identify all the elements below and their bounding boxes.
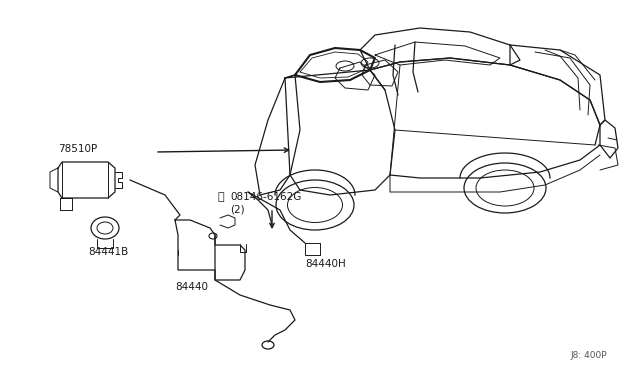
Text: (2): (2) [230,204,244,214]
Text: J8: 400P: J8: 400P [570,351,607,360]
Text: 84441B: 84441B [88,247,128,257]
Text: 08146-6162G: 08146-6162G [230,192,301,202]
Text: 78510P: 78510P [58,144,97,154]
Text: 84440: 84440 [175,282,208,292]
Text: Ⓑ: Ⓑ [218,192,225,202]
Text: 84440H: 84440H [305,259,346,269]
